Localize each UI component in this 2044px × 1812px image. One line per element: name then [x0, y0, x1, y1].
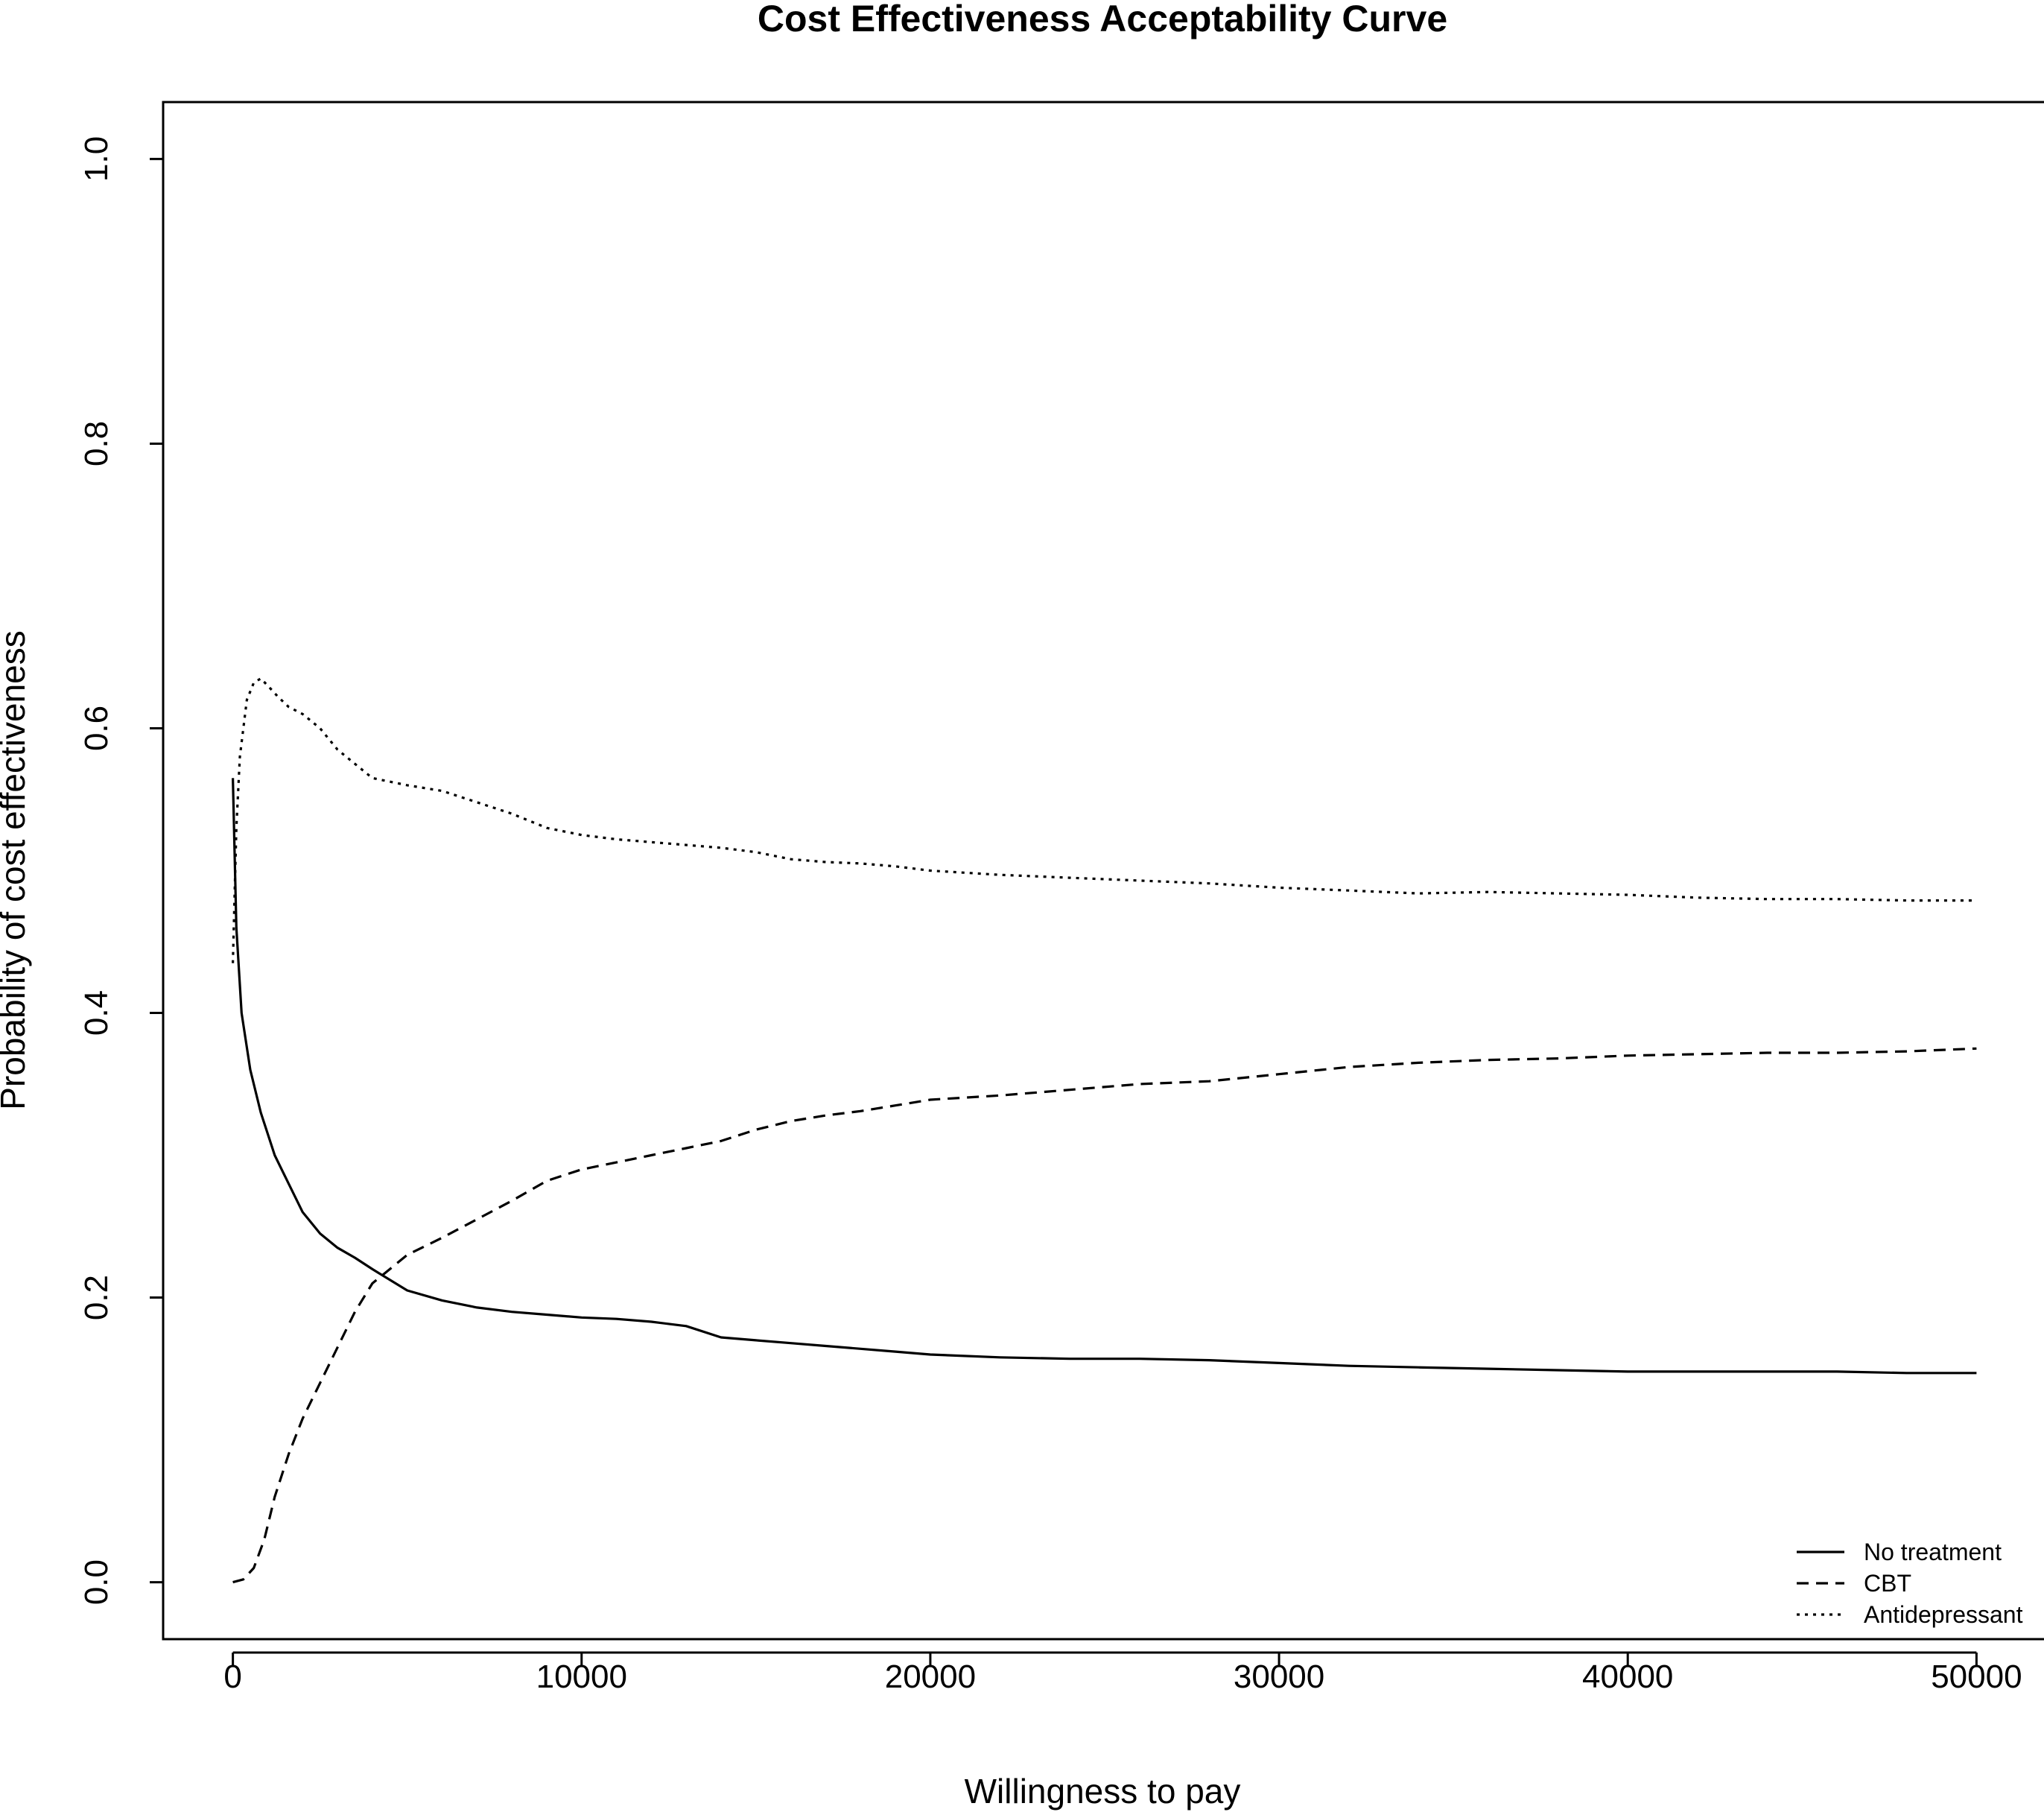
legend-label: No treatment: [1864, 1539, 2002, 1565]
y-tick-label: 0.4: [78, 990, 115, 1036]
plot-frame: [162, 101, 2044, 1641]
series-line-antidepressant: [232, 677, 1977, 963]
series-line-no-treatment: [232, 778, 1977, 1375]
series-line-cbt: [232, 1047, 1977, 1584]
x-tick-label: 20000: [885, 1659, 976, 1695]
x-axis: 0 10000 20000 30000 40000 50000: [223, 1651, 2022, 1695]
x-tick-label: 30000: [1234, 1659, 1324, 1695]
legend-label: Antidepressant: [1864, 1601, 2023, 1628]
legend: No treatment CBT Antidepressant: [1797, 1539, 2023, 1628]
y-tick-label: 0.6: [78, 706, 115, 751]
y-tick-label: 0.8: [78, 421, 115, 466]
legend-label: CBT: [1864, 1570, 1911, 1597]
x-tick-label: 50000: [1931, 1659, 2022, 1695]
x-tick-label: 0: [223, 1659, 241, 1695]
series-layer: [232, 677, 1977, 1584]
y-tick-label: 0.2: [78, 1275, 115, 1320]
y-tick-label: 0.0: [78, 1559, 115, 1605]
y-tick-label: 1.0: [78, 136, 115, 182]
y-axis-label: Probability of cost effectiveness: [0, 630, 32, 1109]
x-tick-label: 10000: [536, 1659, 627, 1695]
x-tick-label: 40000: [1582, 1659, 1673, 1695]
chart-title: Cost Effectiveness Acceptability Curve: [758, 0, 1447, 39]
x-axis-label: Willingness to pay: [965, 1772, 1241, 1811]
y-axis: 0.0 0.2 0.4 0.6 0.8 1.0: [78, 136, 165, 1605]
